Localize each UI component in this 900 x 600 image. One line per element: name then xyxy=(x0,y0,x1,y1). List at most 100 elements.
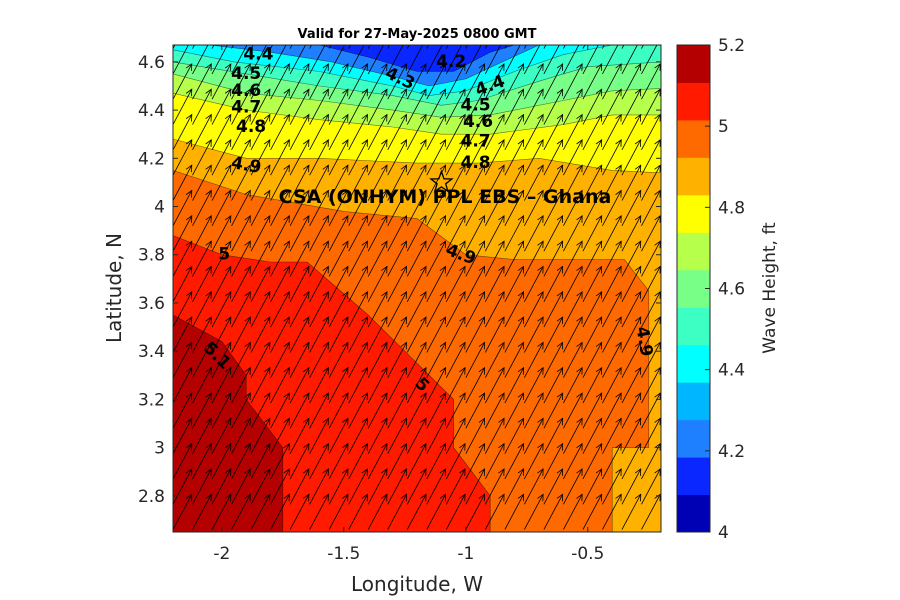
wave-vector xyxy=(328,442,349,480)
contour-label: 4.5 xyxy=(460,95,490,115)
wave-vector xyxy=(348,468,368,505)
wave-vector xyxy=(387,468,407,505)
wave-vector xyxy=(602,45,605,49)
wave-vector xyxy=(309,45,329,75)
wave-vector xyxy=(582,63,603,100)
wave-vector xyxy=(641,113,661,151)
wave-vector xyxy=(231,366,251,404)
wave-vector xyxy=(192,290,212,328)
colorbar-swatch xyxy=(677,307,710,346)
wave-vector xyxy=(250,417,271,454)
wave-vector xyxy=(270,139,290,176)
wave-vector xyxy=(524,265,544,302)
wave-vector xyxy=(211,45,215,49)
wave-vector xyxy=(231,139,251,176)
wave-vector xyxy=(348,265,368,302)
wave-vector xyxy=(563,113,583,151)
wave-vector xyxy=(250,316,271,353)
wave-vector xyxy=(250,265,271,302)
wave-vector xyxy=(426,45,446,75)
wave-vector xyxy=(406,45,427,75)
wave-vector xyxy=(465,164,486,201)
wave-vector xyxy=(524,45,544,75)
wave-vector xyxy=(348,63,368,100)
wave-vector xyxy=(524,493,544,530)
contour-label: 4.4 xyxy=(243,45,273,65)
wave-vector xyxy=(270,468,290,505)
wave-vector xyxy=(270,113,290,151)
wave-vector xyxy=(621,366,642,404)
wave-vector xyxy=(328,392,349,429)
wave-vector xyxy=(250,88,271,125)
wave-vector xyxy=(504,290,525,328)
wave-vector xyxy=(504,493,525,530)
colorbar-swatch xyxy=(677,119,710,158)
wave-vector xyxy=(621,113,642,151)
wave-vector xyxy=(465,139,486,176)
wave-vector xyxy=(641,392,661,429)
wave-vector xyxy=(582,113,603,151)
wave-vector xyxy=(387,113,407,151)
wave-vector xyxy=(563,493,583,530)
wave-vector xyxy=(406,139,427,176)
wave-vector xyxy=(211,189,232,227)
wave-vector xyxy=(367,417,388,454)
wave-vector xyxy=(250,392,271,429)
wave-vector xyxy=(367,468,388,505)
colorbar-swatch xyxy=(677,157,710,196)
wave-vector xyxy=(270,45,290,75)
colorbar-swatch xyxy=(677,382,710,421)
wave-vector xyxy=(602,442,622,480)
wave-vector xyxy=(406,442,427,480)
wave-vector xyxy=(621,417,642,454)
wave-vector xyxy=(504,88,525,125)
wave-vector xyxy=(270,63,290,100)
colorbar-swatch xyxy=(677,45,710,83)
wave-vector xyxy=(543,341,564,378)
wave-vector xyxy=(543,442,564,480)
wave-vector xyxy=(270,290,290,328)
wave-vector xyxy=(484,215,505,252)
wave-vector xyxy=(504,215,525,252)
wave-vector xyxy=(543,366,564,404)
wave-vector xyxy=(289,88,310,125)
wave-vector xyxy=(602,290,622,328)
wave-vector xyxy=(504,417,525,454)
wave-vector xyxy=(563,88,583,125)
wave-vector xyxy=(602,316,622,353)
wave-vector xyxy=(387,45,407,75)
wave-vector xyxy=(406,215,427,252)
x-tick-label: -1.5 xyxy=(327,544,360,564)
wave-vector xyxy=(621,392,642,429)
wave-vector xyxy=(328,164,349,201)
wave-vector xyxy=(445,468,466,505)
wave-vector xyxy=(563,468,583,505)
wave-vector xyxy=(563,240,583,277)
wave-vector xyxy=(367,442,388,480)
wave-vector xyxy=(309,316,329,353)
wave-vector xyxy=(582,341,603,378)
wave-vector xyxy=(173,215,193,252)
site-annotation: CSA (ONHYM) PPL EBS – Ghana xyxy=(279,169,611,208)
wave-vector xyxy=(406,113,427,151)
wave-vector xyxy=(367,139,388,176)
wave-vector xyxy=(328,316,349,353)
wave-vector xyxy=(270,189,290,227)
colorbar-swatch xyxy=(677,494,710,533)
wave-vector xyxy=(524,164,544,201)
wave-vector xyxy=(543,417,564,454)
wave-vector xyxy=(387,88,407,125)
wave-vector xyxy=(250,493,271,530)
wave-vector xyxy=(211,215,232,252)
wave-vector xyxy=(602,113,622,151)
wave-vector xyxy=(387,341,407,378)
wave-vector xyxy=(173,316,193,353)
wave-vector xyxy=(309,392,329,429)
wave-vector xyxy=(465,366,486,404)
wave-vector xyxy=(426,366,446,404)
wave-vector xyxy=(641,366,661,404)
wave-vector xyxy=(289,417,310,454)
wave-vector xyxy=(445,442,466,480)
wave-vector xyxy=(387,189,407,227)
wave-vector xyxy=(543,113,564,151)
